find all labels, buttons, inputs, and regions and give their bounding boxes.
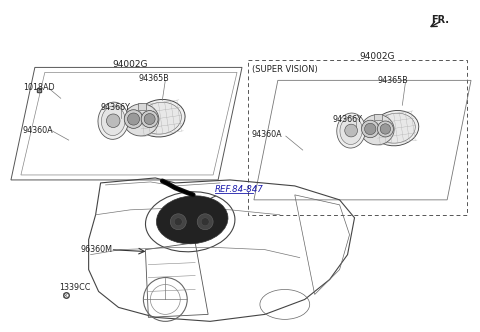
Ellipse shape — [101, 106, 125, 135]
Circle shape — [107, 114, 120, 127]
Ellipse shape — [340, 117, 362, 144]
Text: 94365B: 94365B — [138, 74, 169, 83]
Circle shape — [197, 214, 213, 230]
Text: 94360A: 94360A — [252, 130, 283, 139]
Circle shape — [361, 120, 379, 138]
Ellipse shape — [123, 104, 159, 136]
Text: 94002G: 94002G — [113, 60, 148, 69]
Text: 1339CC: 1339CC — [59, 283, 90, 291]
Text: 94360A: 94360A — [23, 126, 54, 135]
Text: 94366Y: 94366Y — [101, 103, 131, 112]
Circle shape — [141, 111, 158, 127]
Text: 94002G: 94002G — [360, 52, 395, 61]
Ellipse shape — [156, 196, 228, 244]
Circle shape — [174, 218, 182, 226]
Text: 94365B: 94365B — [377, 76, 408, 85]
Circle shape — [345, 124, 358, 137]
Text: (SUPER VISION): (SUPER VISION) — [252, 65, 318, 74]
Ellipse shape — [360, 115, 394, 145]
Text: REF.84-847: REF.84-847 — [215, 185, 264, 194]
Ellipse shape — [337, 113, 365, 148]
Bar — [248, 60, 467, 215]
Circle shape — [377, 121, 393, 137]
Circle shape — [364, 123, 376, 135]
Circle shape — [201, 218, 209, 226]
Bar — [138, 103, 146, 110]
Circle shape — [380, 124, 391, 134]
Bar — [374, 114, 382, 120]
Text: 1018AD: 1018AD — [23, 83, 55, 92]
Ellipse shape — [136, 100, 185, 137]
Circle shape — [144, 114, 155, 124]
Circle shape — [170, 214, 186, 230]
Text: 96360M: 96360M — [81, 245, 113, 254]
Ellipse shape — [98, 102, 129, 139]
Circle shape — [128, 113, 140, 125]
Text: FR.: FR. — [431, 15, 449, 25]
Circle shape — [124, 110, 143, 128]
Text: 94366Y: 94366Y — [333, 115, 362, 124]
Ellipse shape — [373, 111, 419, 146]
Ellipse shape — [140, 102, 181, 134]
Ellipse shape — [376, 113, 415, 143]
